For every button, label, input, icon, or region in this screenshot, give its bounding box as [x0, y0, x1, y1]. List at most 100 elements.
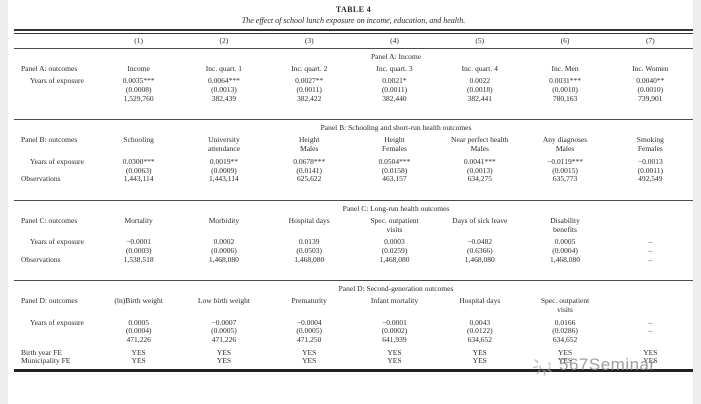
table-cell: 0.0005: [554, 237, 576, 247]
table-cell: 0.0139: [298, 237, 320, 247]
table-title: TABLE 4: [335, 5, 372, 14]
table-cell: 492,549: [638, 174, 663, 184]
table-cell: −0.0004: [296, 317, 322, 327]
table-cell: (6): [560, 36, 570, 45]
table-cell: 1,538,518: [123, 254, 154, 264]
header-rule: [14, 47, 693, 49]
table-cell: YES: [472, 347, 487, 357]
table-cell: YES: [557, 356, 573, 366]
table-cell: –: [648, 326, 653, 336]
panel-divider-rule: [14, 280, 693, 282]
table-cell: Days of sick leave: [452, 215, 508, 225]
table-cell: 1,468,080: [379, 254, 410, 264]
table-cell: (0.0010): [637, 85, 664, 95]
table-cell: (3): [304, 36, 314, 45]
table-cell: YES: [131, 347, 146, 357]
table-cell: YES: [643, 347, 658, 357]
table-cell: −0.0013: [637, 156, 663, 166]
table-cell: 382,440: [382, 93, 407, 103]
table-cell: 1,468,080: [294, 254, 325, 264]
coefficient-row: Years of exposure 0.0300*** 0.0019** 0.0678…: [14, 156, 693, 167]
panel: Panel A: outcomes Income Inc. quart. 1 Inc.…: [14, 63, 693, 104]
std-error-row: (0.0008) (0.0013) (0.0011) (0.0011) (0.0018)…: [14, 85, 693, 95]
row-label: [14, 327, 96, 335]
table-cell: (0.0003): [125, 245, 152, 255]
table-cell: 739,901: [638, 93, 663, 103]
table-cell: (0.0259): [381, 245, 408, 255]
table-cell: 0.0040**: [636, 76, 665, 86]
table-cell: YES: [472, 356, 487, 366]
table-body: Panel A: Income Panel A: outcomes Income In…: [14, 52, 693, 345]
table-cell: –: [648, 245, 653, 255]
panel-section-title: Panel B: Schooling and short-run health …: [320, 123, 472, 133]
table-cell: (2): [219, 36, 229, 45]
table-cell: Prematurity: [291, 296, 327, 306]
table-cell: 625,622: [297, 174, 322, 184]
observations-row: Observations 1,443,114 1,443,114 625,622 463…: [14, 174, 693, 184]
row-label: Years of exposure: [30, 76, 84, 86]
row-label: Birth year FE: [21, 347, 62, 357]
table-cell: −0.0007: [211, 317, 237, 327]
table-cell: (4): [390, 36, 399, 45]
table-bottom-rule: [14, 369, 693, 373]
row-label: Years of exposure: [30, 317, 84, 327]
page-edge-right: [693, 0, 701, 404]
row-label: Panel D: outcomes: [21, 296, 78, 306]
table-cell: (0.0018): [466, 85, 493, 95]
table-cell: 634,275: [467, 174, 492, 184]
row-label: [14, 247, 96, 255]
row-label: Observations: [21, 174, 61, 184]
fixed-effect-row: Municipality FE YES YES YES YES YES YES YES: [14, 357, 693, 366]
observations-row: 1,529,760 382,439 382,422 382,440 382,441 780…: [14, 93, 693, 104]
table-cell: 634,652: [467, 335, 492, 345]
table-cell: 471,226: [126, 335, 151, 345]
table-cell: Morbidity: [208, 215, 240, 225]
table-cell: 0.0504***: [378, 156, 411, 166]
table-cell: (0.0006): [211, 245, 237, 255]
table-cell: (0.0004): [125, 326, 152, 336]
panel: Panel B: outcomes Schooling University att…: [14, 135, 693, 184]
table-cell: 0.0002: [213, 237, 235, 247]
table-cell: 0.0064***: [207, 76, 240, 86]
table-cell: (0.6366): [466, 245, 493, 255]
table-cell: (0.0005): [296, 326, 323, 336]
row-label: Years of exposure: [30, 156, 84, 166]
table-cell: −0.0482: [467, 237, 493, 247]
table-cell: Mortality: [124, 215, 153, 225]
table-cell: 0.0027**: [295, 76, 324, 86]
outcomes-row: Panel D: outcomes (ln)Birth weight Low bir…: [14, 296, 693, 314]
coefficient-row: Years of exposure −0.0001 0.0002 0.0139 0.00…: [14, 238, 693, 247]
page-edge-left: [0, 0, 8, 404]
table-cell: −0.0119***: [547, 156, 583, 166]
table-cell: –: [648, 254, 653, 264]
table-cell: 382,422: [297, 93, 322, 103]
table-cell: YES: [216, 356, 231, 366]
table-cell: 0.0300***: [122, 156, 155, 166]
table-cell: 1,468,080: [550, 254, 581, 264]
table-cell: 1,468,080: [208, 254, 239, 264]
table-cell: YES: [131, 356, 146, 366]
table-cell: 0.0022: [469, 76, 491, 86]
table-cell: 471,226: [211, 335, 237, 345]
table-cell: 0.0003: [384, 237, 405, 247]
table-cell: (0.0008): [125, 85, 152, 95]
table-cell: YES: [643, 356, 658, 366]
table-cell: 635,773: [552, 174, 578, 184]
table-cell: (0.0005): [211, 326, 237, 336]
table-cell: 0.0035***: [122, 76, 155, 86]
table-cell: Disability benefits: [550, 215, 580, 234]
table-cell: 471,250: [297, 335, 322, 345]
fixed-effects-rows: Birth year FE YES YES YES YES YES YES YES Munici…: [14, 347, 693, 366]
table-cell: (0.0010): [552, 85, 578, 95]
table-cell: 641,939: [382, 335, 407, 345]
table-cell: Smoking Females: [636, 135, 664, 154]
table-cell: Inc. quart. 3: [376, 63, 413, 73]
table-cell: –: [648, 317, 653, 327]
table-cell: 1,529,760: [123, 93, 154, 103]
table-cell: Income: [127, 63, 150, 73]
table-cell: 0.0005: [128, 317, 149, 327]
table-cell: Inc. Men: [551, 63, 579, 73]
fixed-effect-row: Birth year FE YES YES YES YES YES YES YES: [14, 347, 693, 358]
table-cell: Spec. outpatient visits: [370, 215, 419, 234]
row-label: [14, 86, 96, 94]
